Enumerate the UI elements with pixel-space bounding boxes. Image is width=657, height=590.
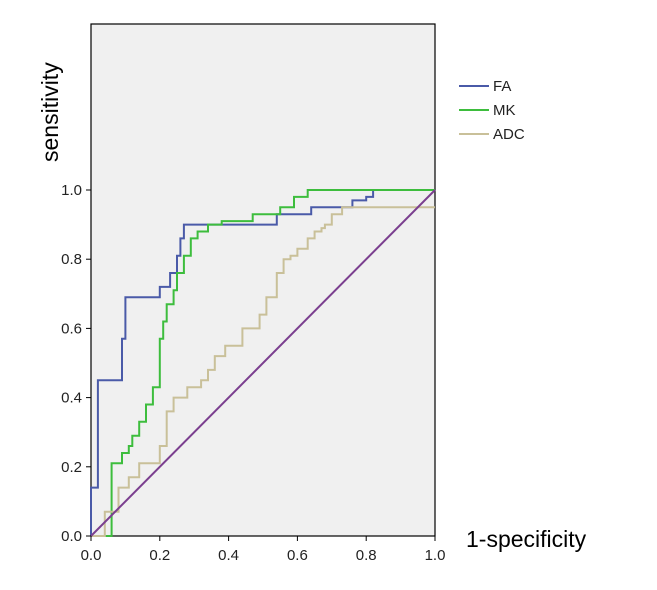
legend-label-adc: ADC [493, 126, 525, 143]
axes-layer: 0.0 0.2 0.4 0.6 0.8 1.0 0.0 0.2 0.4 0.6 0.8 1.0 [61, 182, 445, 564]
y-tick-label: 1.0 [61, 182, 82, 199]
legend-label-fa: FA [493, 78, 511, 95]
y-tick-label: 0.8 [61, 251, 82, 268]
series-line-reference [90, 189, 436, 537]
series-line-mk [91, 189, 435, 537]
y-axis-title: sensitivity [37, 62, 63, 162]
x-tick-label: 0.6 [287, 547, 308, 564]
series-line-adc [91, 206, 435, 537]
x-tick-label: 0.8 [356, 547, 377, 564]
series-line-fa [90, 189, 435, 536]
x-tick-label: 0.4 [218, 547, 239, 564]
x-tick-label: 0.2 [149, 547, 170, 564]
x-axis-title: 1-specificity [466, 526, 587, 552]
y-tick-label: 0.6 [61, 320, 82, 337]
y-tick-label: 0.2 [61, 459, 82, 476]
x-tick-label: 1.0 [425, 547, 446, 564]
y-tick-label: 0.4 [61, 390, 82, 407]
legend: FA MK ADC [459, 78, 525, 143]
legend-label-mk: MK [493, 102, 516, 119]
y-tick-label: 0.0 [61, 528, 82, 545]
x-tick-label: 0.0 [81, 547, 102, 564]
series-layer [90, 189, 436, 537]
plot-area [90, 23, 436, 537]
